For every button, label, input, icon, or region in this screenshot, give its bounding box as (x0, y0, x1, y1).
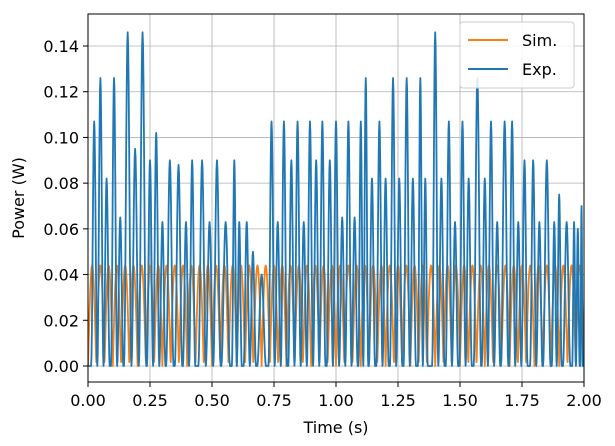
x-tick-label: 1.50 (442, 391, 478, 410)
x-tick-label: 2.00 (566, 391, 602, 410)
y-tick-label: 0.10 (43, 128, 79, 147)
legend: Sim. Exp. (459, 21, 575, 89)
x-tick-label: 1.00 (318, 391, 354, 410)
y-tick-label: 0.12 (43, 83, 79, 102)
x-axis-label: Time (s) (302, 418, 368, 437)
series-layer (88, 31, 584, 367)
x-tick-label: 0.50 (194, 391, 230, 410)
x-tick-label: 1.75 (504, 391, 540, 410)
y-axis-label: Power (W) (9, 157, 28, 239)
y-tick-label: 0.00 (43, 357, 79, 376)
legend-box (459, 21, 575, 89)
x-tick-label: 0.25 (132, 391, 168, 410)
axis-ticks: 0.00 0.25 0.50 0.75 1.00 1.25 1.50 1.75 2.00 0.00… (43, 37, 601, 410)
series-exp-line (88, 31, 584, 367)
y-tick-label: 0.04 (43, 266, 79, 285)
x-tick-label: 0.75 (256, 391, 292, 410)
y-tick-label: 0.08 (43, 174, 79, 193)
y-tick-label: 0.02 (43, 311, 79, 330)
y-tick-label: 0.14 (43, 37, 79, 56)
x-tick-label: 1.25 (380, 391, 416, 410)
y-tick-label: 0.06 (43, 220, 79, 239)
x-tick-label: 0.00 (70, 391, 106, 410)
legend-label-sim: Sim. (522, 31, 557, 50)
legend-label-exp: Exp. (522, 60, 557, 79)
